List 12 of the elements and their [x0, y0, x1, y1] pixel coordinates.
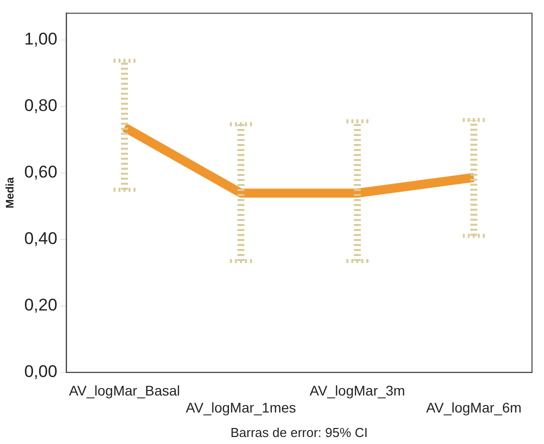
y-tick-label: 0,20 — [24, 296, 58, 315]
x-tick-label: AV_logMar_6m — [426, 399, 522, 416]
y-axis-title: Media — [4, 176, 17, 208]
y-tick-label: 0,80 — [24, 96, 58, 116]
y-tick-label: 0,40 — [24, 229, 58, 248]
x-tick-label: AV_logMar_1mes — [186, 399, 296, 416]
y-tick-label: 1,00 — [24, 29, 58, 48]
x-tick-label: AV_logMar_3m — [310, 382, 406, 399]
y-tick-label: 0,60 — [24, 162, 58, 182]
y-tick-label: 0,00 — [24, 362, 58, 382]
x-tick-label: AV_logMar_Basal — [68, 382, 180, 399]
text: Barras de error: 95% CI — [230, 425, 368, 440]
